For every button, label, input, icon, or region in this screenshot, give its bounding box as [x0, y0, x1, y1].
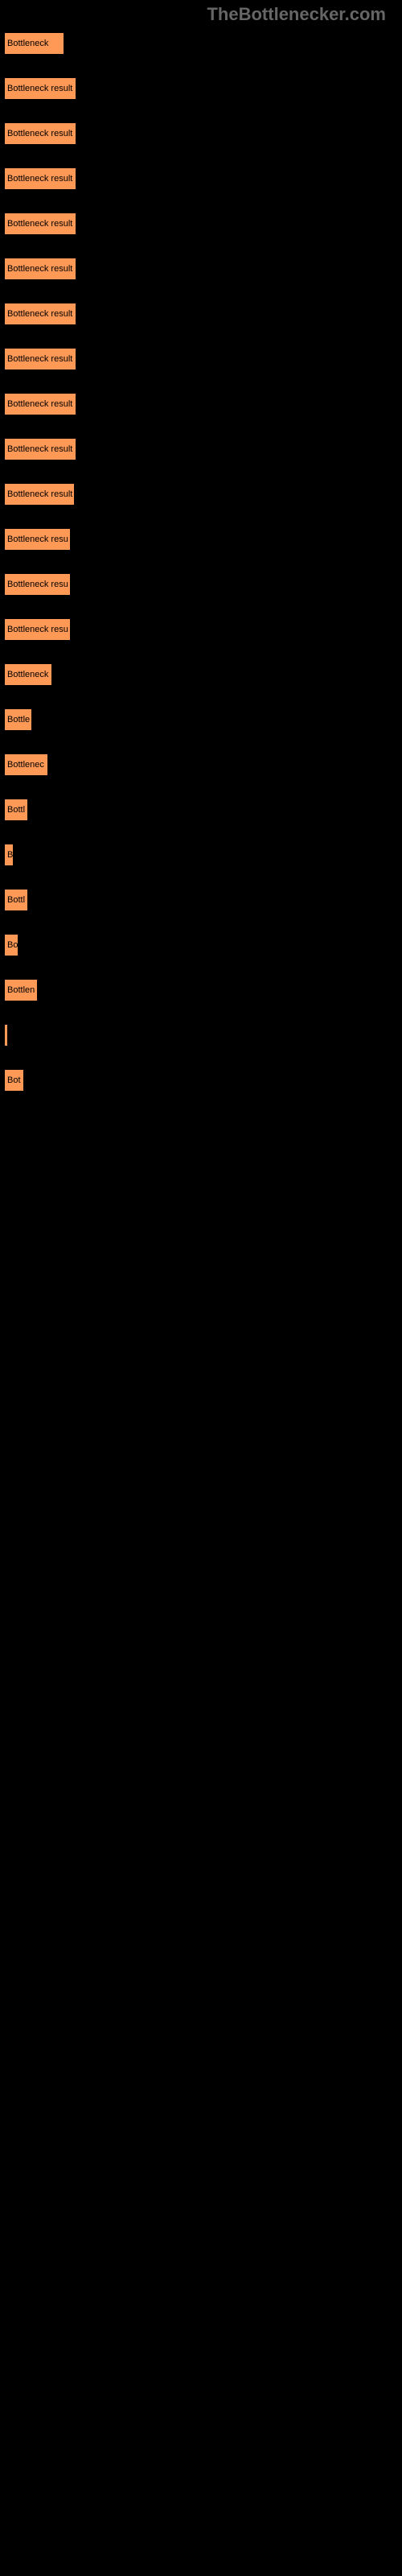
bar-row: B: [4, 844, 402, 866]
chart-bar: Bottle: [4, 708, 32, 731]
bar-row: Bottl: [4, 799, 402, 821]
bar-label: Bottleneck: [7, 670, 48, 679]
bar-label: Bottleneck result: [7, 264, 72, 274]
bar-label: Bottleneck resu: [7, 535, 68, 544]
bar-row: Bottleneck result: [4, 348, 402, 370]
chart-container: Bottleneck Bottleneck result Bottleneck re…: [0, 0, 402, 1092]
bar-label: B: [7, 850, 13, 860]
chart-bar: Bottleneck result: [4, 77, 76, 100]
bar-row: Bottleneck result: [4, 213, 402, 235]
chart-bar: Bottleneck result: [4, 483, 75, 506]
chart-bar: Bottlenec: [4, 753, 48, 776]
bar-row: [4, 1024, 402, 1046]
bar-row: Bottle: [4, 708, 402, 731]
bar-row: Bottlenec: [4, 753, 402, 776]
bar-row: Bottlen: [4, 979, 402, 1001]
chart-bar: Bottleneck result: [4, 167, 76, 190]
bar-label: Bottle: [7, 715, 30, 724]
bar-label: Bottleneck result: [7, 444, 72, 454]
bar-row: Bottleneck resu: [4, 528, 402, 551]
bar-label: Bottleneck result: [7, 354, 72, 364]
chart-bar: Bottleneck result: [4, 438, 76, 460]
bar-label: Bottlen: [7, 985, 35, 995]
bar-row: Bottleneck resu: [4, 573, 402, 596]
bar-label: Bo: [7, 940, 18, 950]
bar-row: Bottleneck resu: [4, 618, 402, 641]
bar-row: Bottleneck result: [4, 438, 402, 460]
bar-label: Bottleneck result: [7, 84, 72, 93]
chart-bar: Bo: [4, 934, 18, 956]
bar-label: Bottleneck result: [7, 489, 72, 499]
chart-bar: Bottleneck result: [4, 393, 76, 415]
bar-label: Bottleneck result: [7, 219, 72, 229]
watermark-text: TheBottlenecker.com: [207, 4, 386, 25]
bar-row: Bottleneck: [4, 32, 402, 55]
chart-bar: B: [4, 844, 14, 866]
chart-bar: [4, 1024, 8, 1046]
chart-bar: Bottleneck resu: [4, 618, 71, 641]
chart-bar: Bottleneck result: [4, 258, 76, 280]
bar-row: Bottleneck result: [4, 393, 402, 415]
chart-bar: Bottleneck result: [4, 348, 76, 370]
chart-bar: Bottlen: [4, 979, 38, 1001]
bar-label: Bottleneck: [7, 39, 48, 48]
bar-row: Bottleneck result: [4, 303, 402, 325]
bar-row: Bottl: [4, 889, 402, 911]
bar-label: Bot: [7, 1075, 21, 1085]
bar-row: Bottleneck result: [4, 77, 402, 100]
bar-label: Bottl: [7, 895, 25, 905]
bar-label: Bottleneck result: [7, 129, 72, 138]
bar-row: Bottleneck result: [4, 258, 402, 280]
chart-bar: Bot: [4, 1069, 24, 1092]
bar-label: Bottleneck resu: [7, 625, 68, 634]
chart-bar: Bottleneck: [4, 32, 64, 55]
bar-label: Bottleneck result: [7, 174, 72, 184]
chart-bar: Bottleneck result: [4, 303, 76, 325]
chart-bar: Bottleneck result: [4, 213, 76, 235]
bar-row: Bottleneck result: [4, 122, 402, 145]
bar-row: Bo: [4, 934, 402, 956]
bar-row: Bot: [4, 1069, 402, 1092]
chart-bar: Bottleneck: [4, 663, 52, 686]
chart-bar: Bottleneck resu: [4, 573, 71, 596]
bar-row: Bottleneck: [4, 663, 402, 686]
chart-bar: Bottl: [4, 889, 28, 911]
chart-bar: Bottl: [4, 799, 28, 821]
bar-label: Bottlenec: [7, 760, 44, 770]
bar-label: Bottleneck result: [7, 399, 72, 409]
bar-row: Bottleneck result: [4, 483, 402, 506]
chart-bar: Bottleneck result: [4, 122, 76, 145]
chart-bar: Bottleneck resu: [4, 528, 71, 551]
bar-label: Bottleneck result: [7, 309, 72, 319]
bar-label: Bottl: [7, 805, 25, 815]
bar-row: Bottleneck result: [4, 167, 402, 190]
bar-label: Bottleneck resu: [7, 580, 68, 589]
